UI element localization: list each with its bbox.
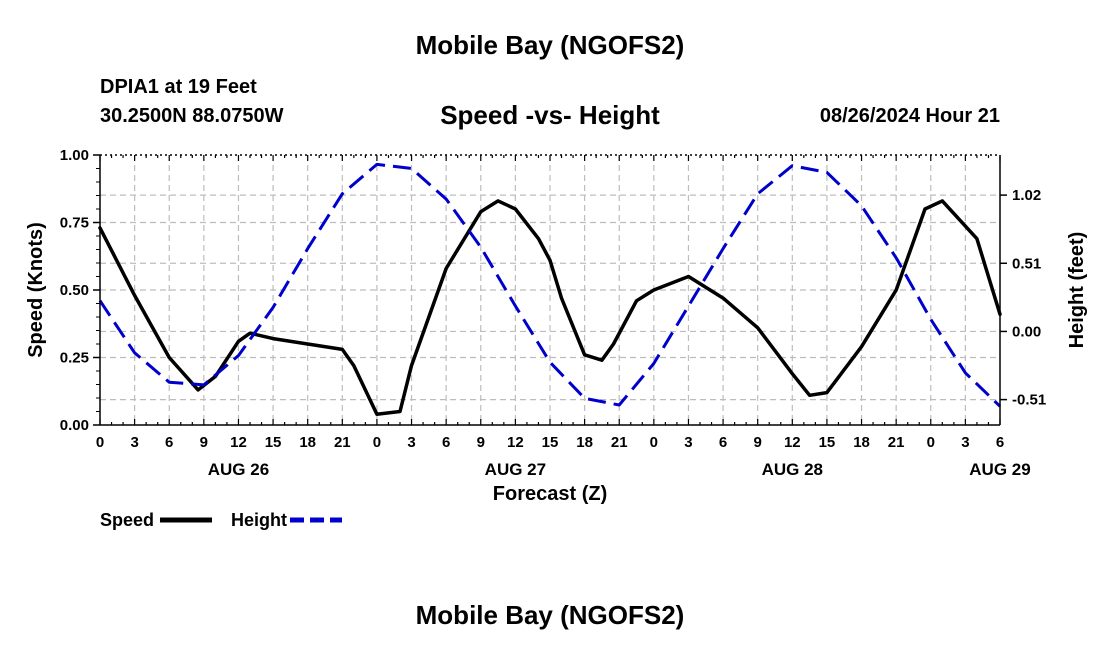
- y-axis-right-label: Height (feet): [1066, 232, 1088, 349]
- x-tick-label: 18: [853, 434, 870, 451]
- top-title: Mobile Bay (NGOFS2): [415, 30, 685, 60]
- y-right-tick-label: -0.51: [1012, 392, 1046, 409]
- axis-labels: Forecast (Z) Speed (Knots) Height (feet): [25, 222, 1088, 505]
- x-tick-label: 3: [684, 434, 692, 451]
- y-right-tick-label: 1.02: [1012, 187, 1041, 204]
- x-tick-label: 0: [650, 434, 658, 451]
- legend: Speed Height: [100, 510, 342, 530]
- x-tick-label: 12: [230, 434, 247, 451]
- x-tick-label: 21: [611, 434, 628, 451]
- x-tick-label: 3: [961, 434, 969, 451]
- x-tick-label: 3: [407, 434, 415, 451]
- y-right-tick-label: 0.51: [1012, 255, 1041, 272]
- forecast-datetime: 08/26/2024 Hour 21: [819, 105, 1000, 127]
- grid: [100, 155, 1000, 425]
- x-tick-label: 0: [96, 434, 104, 451]
- y-right-tick-label: 0.00: [1012, 323, 1041, 340]
- legend-speed-label: Speed: [100, 510, 154, 530]
- bottom-title: Mobile Bay (NGOFS2): [415, 600, 685, 630]
- x-tick-label: 0: [373, 434, 381, 451]
- x-tick-label: 18: [576, 434, 593, 451]
- tick-layer: 0 3 6 9 12 15 18 21 0 3 6 9 12 15 18 21 0 3 6 9 12 15 18 21 0 3 6 A…: [60, 147, 1046, 479]
- x-tick-label: 15: [265, 434, 282, 451]
- y-left-tick-label: 0.25: [60, 350, 89, 367]
- y-left-tick-label: 1.00: [60, 147, 89, 164]
- y-left-tick-label: 0.75: [60, 215, 89, 232]
- date-label: AUG 29: [969, 460, 1030, 479]
- x-tick-label: 9: [754, 434, 762, 451]
- series-layer: [98, 162, 1002, 416]
- x-tick-label: 21: [888, 434, 905, 451]
- series-line-height: [98, 162, 1002, 408]
- date-label: AUG 28: [762, 460, 823, 479]
- x-tick-label: 6: [996, 434, 1004, 451]
- x-axis-label: Forecast (Z): [493, 483, 607, 505]
- date-label: AUG 26: [208, 460, 269, 479]
- x-tick-label: 6: [165, 434, 173, 451]
- x-tick-label: 6: [442, 434, 450, 451]
- y-left-tick-label: 0.50: [60, 282, 89, 299]
- x-tick-label: 9: [200, 434, 208, 451]
- x-tick-label: 15: [542, 434, 559, 451]
- x-tick-label: 21: [334, 434, 351, 451]
- x-tick-label: 6: [719, 434, 727, 451]
- series-line-speed: [98, 199, 1002, 416]
- coordinates-label: 30.2500N 88.0750W: [100, 105, 284, 127]
- x-tick-label: 0: [927, 434, 935, 451]
- x-tick-label: 15: [819, 434, 836, 451]
- chart-subtitle: Speed -vs- Height: [440, 100, 660, 130]
- x-tick-label: 12: [784, 434, 801, 451]
- legend-height-label: Height: [231, 510, 287, 530]
- y-axis-left-label: Speed (Knots): [25, 222, 47, 358]
- x-tick-label: 12: [507, 434, 524, 451]
- x-tick-label: 3: [130, 434, 138, 451]
- date-label: AUG 27: [485, 460, 546, 479]
- x-tick-label: 9: [477, 434, 485, 451]
- x-tick-label: 18: [299, 434, 316, 451]
- station-label: DPIA1 at 19 Feet: [100, 76, 257, 98]
- y-left-tick-label: 0.00: [60, 417, 89, 434]
